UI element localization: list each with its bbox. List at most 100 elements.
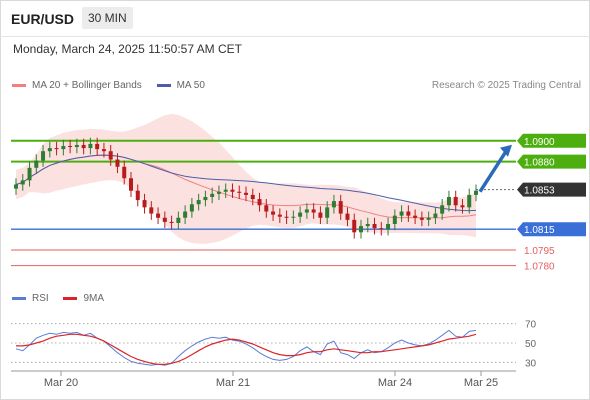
x-tick-label: Mar 24 bbox=[378, 377, 412, 389]
candle-body bbox=[196, 200, 201, 205]
resistance-label-1: 1.0900 bbox=[524, 137, 555, 148]
rsi-label: RSI bbox=[32, 293, 49, 304]
timeframe-badge[interactable]: 30 MIN bbox=[82, 7, 133, 29]
candle-body bbox=[250, 194, 255, 200]
candle-body bbox=[386, 224, 391, 230]
candle-body bbox=[176, 217, 181, 223]
bollinger-band bbox=[16, 113, 476, 244]
candle-body bbox=[169, 221, 174, 223]
candle-body bbox=[156, 213, 161, 218]
candle-body bbox=[216, 191, 221, 194]
candle-body bbox=[14, 184, 18, 189]
candle-body bbox=[41, 151, 46, 161]
candle-body bbox=[453, 196, 458, 206]
candle-body bbox=[277, 214, 282, 217]
candle-body bbox=[467, 194, 472, 208]
candle-body bbox=[474, 190, 478, 195]
candle-body bbox=[183, 211, 188, 218]
candle-body bbox=[129, 178, 133, 191]
candle-body bbox=[284, 216, 289, 218]
candle-body bbox=[47, 148, 52, 152]
support-label-2: 1.0795 bbox=[524, 246, 555, 257]
last-price-label: 1.0853 bbox=[524, 186, 555, 197]
candle-body bbox=[399, 211, 404, 216]
resistance-label-2-bg bbox=[517, 154, 586, 169]
candle-body bbox=[419, 217, 424, 220]
source-credit: Research © 2025 Trading Central bbox=[431, 80, 581, 91]
x-tick-label: Mar 20 bbox=[44, 377, 78, 389]
timestamp: Monday, March 24, 2025 11:50:57 AM CET bbox=[13, 42, 243, 56]
candle-body bbox=[311, 209, 316, 213]
candle-body bbox=[203, 196, 208, 201]
x-tick-label: Mar 25 bbox=[464, 377, 498, 389]
candle-body bbox=[108, 151, 113, 160]
rsi-tick-label: 30 bbox=[525, 358, 537, 369]
resistance-label-1-bg bbox=[517, 133, 586, 148]
candle-body bbox=[440, 205, 445, 214]
ma20-label: MA 20 + Bollinger Bands bbox=[32, 80, 142, 91]
candle-body bbox=[210, 193, 215, 197]
candle-body bbox=[372, 224, 377, 229]
candle-body bbox=[162, 217, 167, 222]
ma9-swatch bbox=[63, 296, 78, 300]
candle-body bbox=[298, 212, 303, 217]
candle-body bbox=[61, 146, 66, 150]
candle-body bbox=[81, 144, 86, 149]
candle-body bbox=[325, 207, 330, 218]
candle-body bbox=[359, 226, 363, 233]
candle-body bbox=[446, 196, 451, 206]
candle-body bbox=[20, 180, 25, 185]
price-legend: MA 20 + Bollinger Bands MA 50 bbox=[12, 80, 217, 91]
forecast-arrow-head bbox=[500, 144, 512, 157]
candle-body bbox=[331, 201, 336, 208]
ma50-swatch bbox=[156, 83, 171, 87]
candle-body bbox=[74, 144, 79, 148]
ma50-label: MA 50 bbox=[176, 80, 205, 91]
candle-body bbox=[406, 211, 411, 216]
candle-body bbox=[237, 191, 242, 193]
resistance-label-2: 1.0880 bbox=[524, 158, 555, 169]
candle-body bbox=[68, 146, 73, 148]
candle-body bbox=[115, 159, 120, 167]
candle-body bbox=[54, 148, 59, 150]
x-tick-label: Mar 21 bbox=[216, 377, 250, 389]
rsi-ma9-line bbox=[16, 333, 477, 365]
candle-body bbox=[257, 199, 262, 206]
candle-body bbox=[230, 189, 235, 192]
candle-body bbox=[244, 192, 248, 195]
support-label-3: 1.0780 bbox=[524, 262, 555, 273]
candle-body bbox=[426, 217, 431, 220]
ma50-line bbox=[15, 154, 477, 212]
support-label-1-bg bbox=[517, 222, 586, 237]
candle-body bbox=[27, 167, 32, 181]
candle-body bbox=[352, 219, 357, 233]
candles bbox=[14, 137, 478, 239]
candle-body bbox=[271, 211, 276, 215]
ma9-label: 9MA bbox=[83, 293, 105, 304]
candle-body bbox=[223, 189, 228, 192]
candle-body bbox=[291, 216, 296, 218]
candle-body bbox=[318, 212, 323, 218]
symbol-title: EUR/USD bbox=[11, 11, 75, 27]
candle-body bbox=[149, 207, 154, 214]
candle-body bbox=[413, 215, 418, 218]
candle-body bbox=[264, 205, 269, 212]
candle-body bbox=[304, 209, 309, 213]
chart-header: EUR/USD 30 MIN bbox=[0, 0, 590, 36]
candle-body bbox=[88, 143, 93, 149]
header-divider bbox=[0, 36, 590, 37]
rsi-tick-label: 50 bbox=[525, 339, 537, 350]
rsi-legend: RSI 9MA bbox=[12, 293, 116, 304]
rsi-line bbox=[15, 329, 477, 366]
candle-body bbox=[433, 213, 438, 218]
candle-body bbox=[379, 228, 384, 230]
candle-body bbox=[34, 160, 39, 168]
candle-body bbox=[460, 205, 465, 208]
rsi-tick-label: 70 bbox=[525, 320, 537, 331]
candle-body bbox=[122, 166, 127, 179]
candle-body bbox=[135, 190, 140, 201]
candle-body bbox=[142, 200, 147, 208]
candle-body bbox=[101, 149, 106, 152]
rsi-swatch bbox=[12, 296, 26, 300]
